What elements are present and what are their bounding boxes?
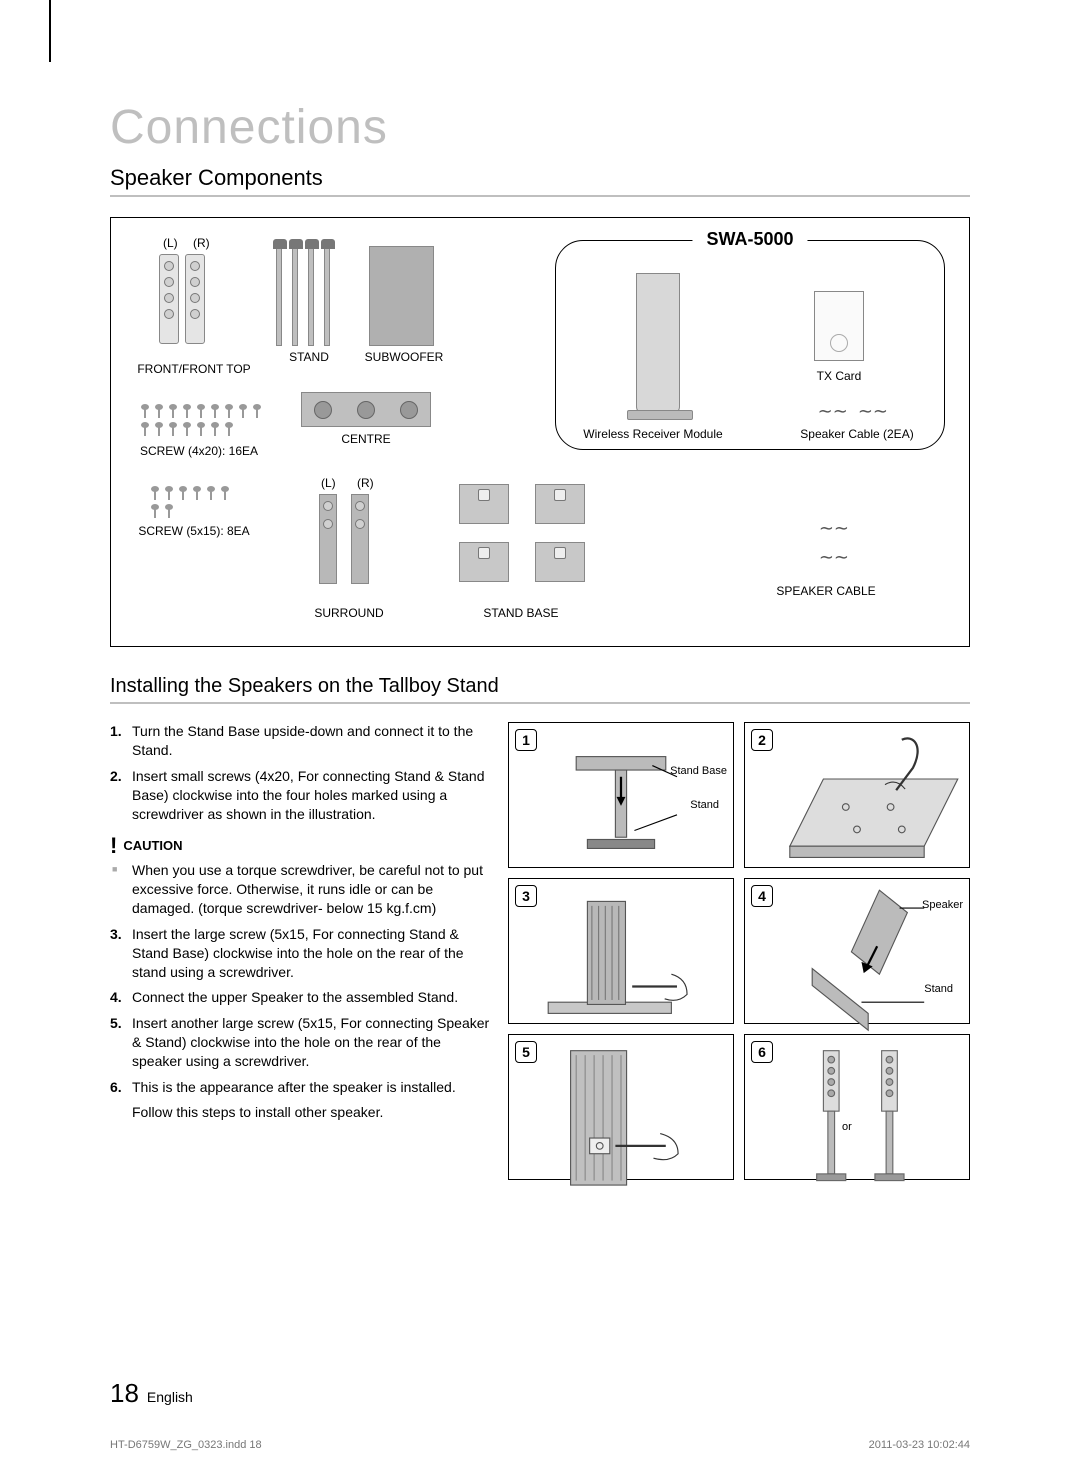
tx-card-icon bbox=[814, 291, 864, 361]
speaker-cable-icon: ∼∼ ∼∼ bbox=[819, 518, 849, 568]
lbl-standbase: Stand Base bbox=[670, 765, 727, 777]
lbl-or: or bbox=[842, 1121, 852, 1133]
diagram-step-6: 6 or bbox=[744, 1034, 970, 1180]
swa-cable-label: Speaker Cable (2EA) bbox=[792, 427, 922, 441]
lbl-speaker: Speaker bbox=[922, 899, 963, 911]
screws-4x20-icon bbox=[141, 404, 261, 436]
label-r: (R) bbox=[193, 236, 210, 250]
speaker-cable-label: SPEAKER CABLE bbox=[761, 584, 891, 598]
subsection-title: Installing the Speakers on the Tallboy S… bbox=[110, 675, 970, 704]
install-text-column: 1.Turn the Stand Base upside-down and co… bbox=[110, 722, 490, 1180]
step-6: 6.This is the appearance after the speak… bbox=[110, 1078, 490, 1097]
wrm-label: Wireless Receiver Module bbox=[578, 427, 728, 441]
crop-mark bbox=[49, 0, 51, 62]
front-speakers-icon bbox=[159, 254, 205, 344]
swa-5000-box: SWA-5000 Wireless Receiver Module TX Car… bbox=[555, 240, 945, 450]
stand-label: STAND bbox=[279, 350, 339, 364]
lbl-stand: Stand bbox=[690, 799, 719, 811]
standbase-label: STAND BASE bbox=[461, 606, 581, 620]
surround-icon bbox=[319, 494, 369, 584]
txcard-label: TX Card bbox=[804, 369, 874, 383]
step-1: 1.Turn the Stand Base upside-down and co… bbox=[110, 722, 490, 761]
subwoofer-icon bbox=[369, 246, 434, 346]
screw5x15-label: SCREW (5x15): 8EA bbox=[129, 524, 259, 538]
caution-header: ! CAUTION bbox=[110, 835, 490, 857]
centre-label: CENTRE bbox=[326, 432, 406, 446]
language-label: English bbox=[147, 1389, 193, 1405]
stand-icon bbox=[276, 246, 330, 346]
components-diagram: (L) (R) FRONT/FRONT TOP STAND SUBWOOFER … bbox=[110, 217, 970, 647]
step-2: 2.Insert small screws (4x20, For connect… bbox=[110, 767, 490, 825]
section-title: Speaker Components bbox=[110, 165, 970, 197]
wireless-receiver-icon bbox=[636, 273, 680, 413]
page-title: Connections bbox=[110, 100, 970, 155]
step-5: 5.Insert another large screw (5x15, For … bbox=[110, 1014, 490, 1072]
surr-r: (R) bbox=[357, 476, 374, 490]
diagram-step-2: 2 bbox=[744, 722, 970, 868]
caution-label: CAUTION bbox=[123, 837, 182, 855]
screws-5x15-icon bbox=[151, 486, 231, 518]
lbl-stand4: Stand bbox=[924, 983, 953, 995]
surr-l: (L) bbox=[321, 476, 336, 490]
print-datetime: 2011-03-23 10:02:44 bbox=[869, 1439, 970, 1451]
diagram-step-3: 3 bbox=[508, 878, 734, 1024]
diagram-step-4: 4 Speaker Stand bbox=[744, 878, 970, 1024]
surround-label: SURROUND bbox=[309, 606, 389, 620]
diagram-step-1: 1 Stand Base Stand bbox=[508, 722, 734, 868]
swa-cable-icon: ∼∼∼∼ bbox=[818, 401, 888, 422]
caution-icon: ! bbox=[110, 835, 117, 857]
label-l: (L) bbox=[163, 236, 178, 250]
subwoofer-label: SUBWOOFER bbox=[359, 350, 449, 364]
caution-text: When you use a torque screwdriver, be ca… bbox=[110, 861, 490, 919]
manual-page: Connections Speaker Components (L) (R) F… bbox=[0, 0, 1080, 1479]
page-number: 18 bbox=[110, 1378, 139, 1409]
page-footer: 18 English bbox=[110, 1378, 193, 1409]
stand-base-icon bbox=[459, 484, 585, 582]
install-section: 1.Turn the Stand Base upside-down and co… bbox=[110, 722, 970, 1180]
front-label: FRONT/FRONT TOP bbox=[129, 362, 259, 376]
install-diagrams-grid: 1 Stand Base Stand 2 bbox=[508, 722, 970, 1180]
step-6b: Follow this steps to install other speak… bbox=[110, 1103, 490, 1122]
diagram-step-5: 5 bbox=[508, 1034, 734, 1180]
swa-title: SWA-5000 bbox=[692, 229, 807, 250]
print-metadata: HT-D6759W_ZG_0323.indd 18 2011-03-23 10:… bbox=[110, 1439, 970, 1451]
step-4: 4.Connect the upper Speaker to the assem… bbox=[110, 988, 490, 1007]
screw4x20-label: SCREW (4x20): 16EA bbox=[129, 444, 269, 458]
centre-icon bbox=[301, 392, 431, 427]
print-filename: HT-D6759W_ZG_0323.indd 18 bbox=[110, 1439, 262, 1451]
step-3: 3.Insert the large screw (5x15, For conn… bbox=[110, 925, 490, 983]
